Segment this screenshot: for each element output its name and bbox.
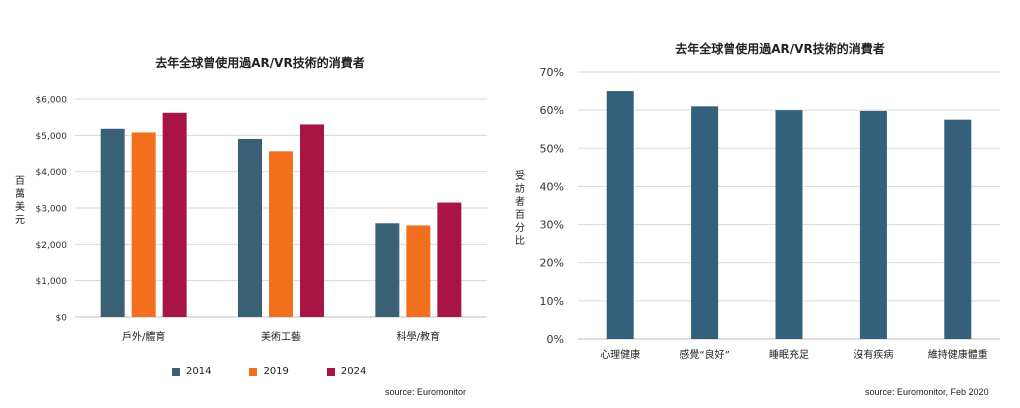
left-bar-2014 <box>375 223 400 317</box>
left-y-tick-label: $6,000 <box>36 96 68 106</box>
right-x-tick-label: 感覺“良好” <box>679 348 729 361</box>
legend-item-2014: 2014 <box>172 366 211 377</box>
left-x-tick-label: 科學/教育 <box>397 330 440 343</box>
right-x-tick-label: 心理健康 <box>600 348 640 361</box>
legend-item-2024: 2024 <box>326 366 367 377</box>
left-y-tick-label: $5,000 <box>36 132 68 142</box>
right-bar <box>859 110 887 339</box>
left-chart-legend: 2014 2019 2024 <box>172 366 404 377</box>
left-y-tick-label: $4,000 <box>36 168 68 178</box>
right-y-tick-label: 40% <box>540 180 564 193</box>
legend-swatch-2014 <box>172 367 180 376</box>
left-y-tick-label: $3,000 <box>36 205 68 215</box>
left-bar-2024 <box>162 112 187 317</box>
left-bar-2019 <box>269 151 293 317</box>
left-bar-2019 <box>131 132 156 317</box>
right-y-tick-label: 10% <box>540 295 564 308</box>
legend-label-2019: 2019 <box>263 366 289 377</box>
left-chart-source: source: Euromonitor <box>385 387 467 397</box>
right-y-axis-label: 受訪者百分比 <box>515 171 525 247</box>
right-chart-source: source: Euromonitor, Feb 2020 <box>865 387 989 397</box>
right-chart-panel: 去年全球曾使用過AR/VR技術的消費者 受訪者百分比 0% 10% 20% 30% 40… <box>500 0 1020 408</box>
left-x-tick-label: 美術工藝 <box>261 330 301 343</box>
left-y-axis-label: 百萬美元 <box>15 176 25 226</box>
right-y-tick-label: 70% <box>540 66 564 79</box>
right-x-tick-label: 維持健康體重 <box>928 348 988 361</box>
right-x-tick-label: 沒有疾病 <box>853 348 893 361</box>
left-y-tick-label: $0 <box>56 314 68 324</box>
left-y-tick-label: $1,000 <box>36 277 68 287</box>
left-bar-2024 <box>300 124 324 317</box>
right-bar <box>691 106 719 339</box>
left-bar-2019 <box>406 225 431 317</box>
legend-item-2019: 2019 <box>249 366 289 377</box>
left-x-tick-label: 戶外/體育 <box>122 330 165 343</box>
left-bar-2014 <box>238 138 262 317</box>
left-bar-2024 <box>437 202 462 317</box>
right-chart-title: 去年全球曾使用過AR/VR技術的消費者 <box>675 42 885 56</box>
right-bar <box>606 91 634 339</box>
right-y-tick-label: 60% <box>540 104 564 117</box>
legend-swatch-2024 <box>326 367 335 376</box>
legend-label-2014: 2014 <box>186 366 212 377</box>
right-chart-svg: 0% 10% 20% 30% 40% 50% 60% 70% 心理健康 感覺“良好” 睡眠充足 沒有疾… <box>540 66 1000 361</box>
left-chart-panel: 去年全球曾使用過AR/VR技術的消費者 百萬美元 $0 $1,000 $2,000 $… <box>0 0 500 408</box>
legend-label-2024: 2024 <box>340 366 367 377</box>
right-y-tick-label: 0% <box>547 333 564 346</box>
right-bar <box>775 110 803 340</box>
right-bar <box>944 119 972 339</box>
left-chart-title: 去年全球曾使用過AR/VR技術的消費者 <box>155 56 365 70</box>
right-x-tick-label: 睡眠充足 <box>769 348 809 361</box>
legend-swatch-2019 <box>249 367 258 376</box>
left-chart-svg: $0 $1,000 $2,000 $3,000 $4,000 $5,000 $6,000 戶外… <box>36 96 487 343</box>
right-y-tick-label: 30% <box>540 219 564 232</box>
left-y-tick-label: $2,000 <box>36 241 68 251</box>
right-y-tick-label: 50% <box>540 142 564 155</box>
right-y-tick-label: 20% <box>540 257 564 270</box>
left-bar-2014 <box>100 128 125 317</box>
